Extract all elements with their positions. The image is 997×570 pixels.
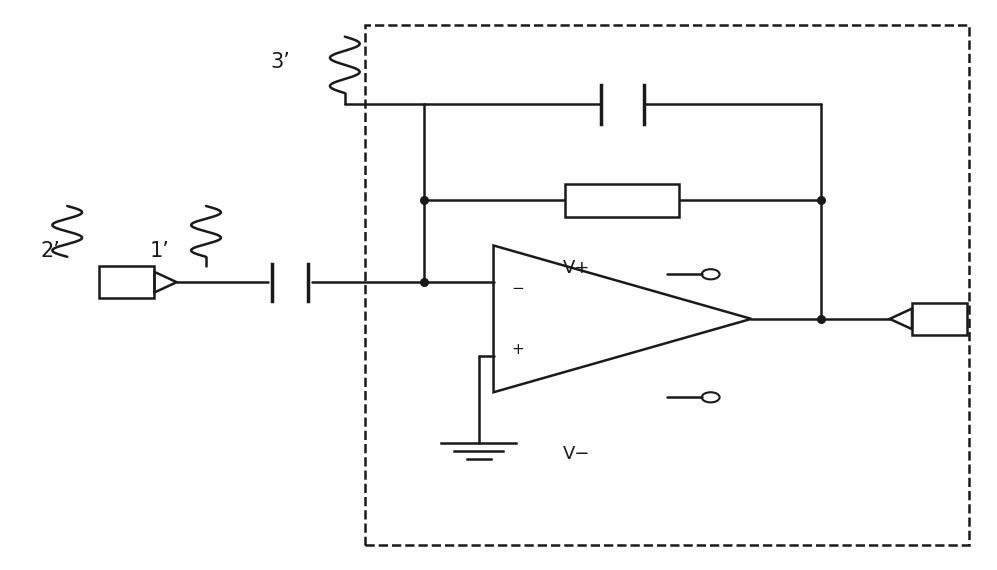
Text: 2’: 2’ [41, 241, 61, 261]
Bar [565, 184, 679, 217]
Bar [99, 266, 155, 298]
Text: −: − [511, 280, 524, 296]
Bar [912, 303, 967, 335]
Text: 1’: 1’ [150, 241, 169, 261]
Text: 3’: 3’ [270, 52, 290, 72]
Text: V+: V+ [563, 259, 590, 277]
Text: +: + [511, 342, 524, 357]
Text: V−: V− [563, 445, 590, 463]
Bar [365, 25, 969, 545]
